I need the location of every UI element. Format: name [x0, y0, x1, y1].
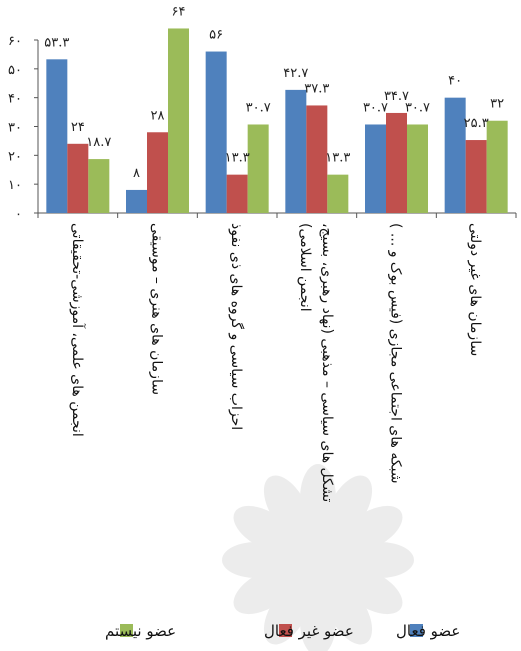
bar [486, 120, 508, 213]
y-tick-label: ۵۰ [8, 63, 22, 78]
y-tick-label: ۳۰ [8, 121, 22, 136]
category-label-line: شبکه های اجتماعی مجازی (فیس بوک و ... ) [388, 223, 404, 484]
bar [327, 174, 349, 213]
data-label: ۲۸ [151, 108, 165, 123]
bar [147, 132, 168, 213]
bars [46, 28, 508, 214]
y-tick-label: ۰ [15, 207, 22, 222]
category-label: تشکل های سیاسی – مذهبی (نهاد رهبری، بسیج… [297, 223, 335, 502]
bar [444, 97, 466, 213]
legend-item: عضو غیر فعال [264, 622, 354, 640]
bar [407, 124, 428, 213]
category-label-line: انجمن اسلامی) [297, 223, 313, 312]
category-label: احزاب سیاسی و گروه های ذی نفوذ [228, 223, 245, 430]
category-label-line: سازمان های غیر دولتی [467, 223, 483, 356]
data-label: ۸ [133, 166, 140, 181]
data-label: ۶۴ [172, 4, 186, 19]
data-label: ۲۵.۳ [464, 116, 489, 131]
category-label-line: انجمن های علمی، آموزشی-تحقیقاتی [69, 223, 86, 437]
data-label: ۲۴ [71, 120, 85, 135]
data-label: ۱۳.۳ [225, 151, 250, 166]
bar [126, 189, 147, 213]
data-label: ۵۳.۳ [44, 35, 69, 50]
bar [67, 143, 89, 213]
watermark-flower-icon [222, 464, 414, 651]
legend-swatch [410, 624, 423, 637]
bar [168, 28, 189, 213]
bar [247, 124, 269, 213]
data-label: ۵۶ [209, 28, 223, 43]
bar [46, 59, 68, 214]
legend-item: عضو نیستم [105, 622, 176, 640]
category-label-line: سازمان های هنری – موسیقی [149, 223, 165, 395]
bar [306, 105, 328, 213]
bar [465, 140, 487, 213]
category-label: سازمان های هنری – موسیقی [149, 223, 165, 395]
legend: عضو فعال عضو غیر فعال عضو نیستم [105, 622, 460, 640]
category-label: سازمان های غیر دولتی [467, 223, 483, 356]
legend-swatch [120, 624, 133, 637]
data-label: ۳۰.۷ [363, 100, 388, 115]
data-label: ۴۰ [448, 74, 462, 89]
bar [365, 124, 386, 213]
bar [285, 89, 307, 213]
data-label: ۳۷.۳ [304, 81, 329, 96]
bar [205, 51, 227, 214]
category-labels: انجمن های علمی، آموزشی-تحقیقاتی سازمان ها… [69, 223, 483, 502]
data-label: ۱۳.۳ [325, 151, 350, 166]
category-label-line: احزاب سیاسی و گروه های ذی نفوذ [228, 223, 245, 430]
bar [88, 159, 110, 213]
legend-label: عضو فعال [396, 622, 460, 640]
legend-item: عضو فعال [396, 622, 460, 640]
data-label: ۳۴.۷ [384, 89, 409, 104]
legend-label: عضو غیر فعال [264, 622, 354, 640]
axes: ۰ ۱۰ ۲۰ ۳۰ ۴۰ ۵۰ ۶۰ [8, 34, 517, 222]
bar [226, 174, 248, 213]
y-tick-label: ۶۰ [8, 34, 22, 49]
data-label: ۳۰.۷ [246, 100, 271, 115]
data-label: ۴۲.۷ [283, 66, 308, 81]
data-label: ۳۲ [490, 97, 504, 112]
category-label: انجمن های علمی، آموزشی-تحقیقاتی [69, 223, 86, 437]
bar [386, 112, 407, 213]
y-tick-label: ۱۰ [8, 178, 22, 193]
category-label: شبکه های اجتماعی مجازی (فیس بوک و ... ) [388, 223, 404, 484]
legend-swatch [279, 624, 292, 637]
legend-label: عضو نیستم [105, 622, 176, 640]
category-label-line: تشکل های سیاسی – مذهبی (نهاد رهبری، بسیج… [319, 223, 335, 502]
y-tick-label: ۴۰ [8, 92, 22, 107]
data-label: ۳۰.۷ [405, 100, 430, 115]
data-label: ۱۸.۷ [86, 135, 111, 150]
y-tick-label: ۲۰ [8, 149, 22, 164]
